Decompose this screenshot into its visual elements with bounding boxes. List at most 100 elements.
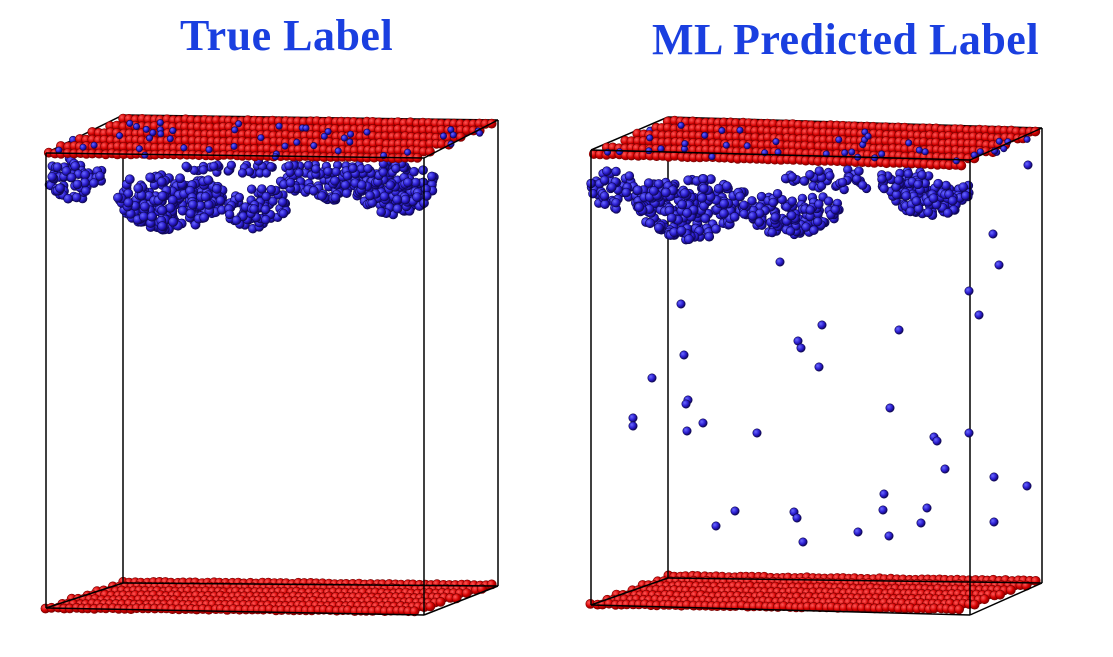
- blue-atom: [157, 205, 168, 216]
- blue-atom: [268, 196, 278, 206]
- blue-atom: [277, 197, 288, 207]
- blue-atom: [157, 191, 168, 201]
- blue-atom: [308, 186, 319, 196]
- blue-atom: [646, 134, 654, 142]
- red-atom: [409, 606, 420, 617]
- blue-atom: [879, 183, 889, 194]
- blue-atom: [346, 138, 354, 146]
- blue-atom: [885, 403, 895, 413]
- blue-atom: [923, 207, 934, 218]
- blue-atom: [142, 125, 150, 133]
- blue-atom: [330, 192, 341, 203]
- blue-atom: [285, 177, 296, 188]
- blue-atom: [964, 428, 974, 438]
- blue-atom: [334, 147, 342, 155]
- blue-atom: [1022, 481, 1032, 491]
- blue-atom: [231, 215, 242, 225]
- blue-atom: [611, 166, 621, 177]
- blue-atom: [400, 194, 411, 205]
- blue-atom: [699, 183, 709, 194]
- blue-atom: [752, 428, 762, 438]
- blue-atom: [340, 134, 348, 142]
- blue-atom: [235, 120, 243, 128]
- blue-atom: [739, 200, 749, 210]
- blue-atom: [647, 373, 657, 383]
- blue-atom: [677, 199, 688, 210]
- blue-atom: [974, 310, 984, 320]
- blue-atom: [841, 149, 849, 157]
- top-atom-layer: [588, 115, 1041, 171]
- blue-atom: [905, 206, 916, 217]
- blue-atom: [916, 518, 926, 528]
- blue-atom: [1023, 160, 1033, 170]
- blue-atom: [89, 178, 99, 188]
- blue-atom: [205, 146, 213, 154]
- blue-atom: [683, 175, 694, 186]
- true-label-box-view: [40, 113, 499, 617]
- red-atom: [995, 589, 1005, 600]
- blue-atom: [932, 436, 942, 446]
- blue-atom: [311, 164, 321, 174]
- blue-atom: [126, 119, 134, 127]
- blue-atom: [848, 148, 856, 156]
- blue-atom: [894, 325, 904, 335]
- blue-atom: [181, 161, 191, 171]
- blue-atom: [708, 153, 716, 161]
- red-atom: [979, 594, 990, 605]
- blue-atom: [404, 148, 412, 156]
- bottom-atom-layer: [40, 576, 497, 617]
- blue-atom: [679, 188, 690, 199]
- blue-atom: [989, 517, 999, 527]
- blue-atom: [995, 137, 1003, 145]
- blue-atom: [632, 185, 643, 196]
- blue-atom: [615, 148, 623, 156]
- blue-atom: [922, 503, 932, 513]
- blue-atom: [676, 299, 686, 309]
- blue-atom: [713, 183, 724, 194]
- blue-atom: [224, 209, 235, 220]
- blue-atom: [903, 169, 913, 179]
- blue-atom: [917, 170, 927, 180]
- blue-atom: [942, 208, 953, 218]
- panel-title-true-label: True Label: [180, 11, 394, 60]
- blue-atom: [857, 180, 868, 190]
- blue-atom: [698, 173, 709, 184]
- panel-title-ml-predicted-label: ML Predicted Label: [652, 15, 1040, 64]
- blue-atom: [320, 132, 328, 140]
- blue-atom: [187, 199, 198, 210]
- blue-atom: [682, 426, 692, 436]
- blue-atom: [588, 189, 598, 199]
- blue-atom: [293, 138, 301, 146]
- blue-atom: [805, 205, 815, 215]
- blue-atom: [168, 216, 179, 227]
- blue-atom: [257, 184, 267, 194]
- blue-atom: [796, 343, 806, 353]
- blue-atom: [90, 141, 98, 149]
- blue-atom: [260, 204, 271, 215]
- blue-atom: [905, 139, 913, 147]
- blue-atom: [711, 521, 721, 531]
- blue-atom: [701, 131, 709, 139]
- blue-atom: [281, 142, 289, 150]
- blue-atom: [768, 197, 778, 208]
- blue-atom: [787, 196, 797, 206]
- blue-atom: [817, 320, 827, 330]
- blue-atom: [679, 350, 689, 360]
- blue-atom: [215, 195, 226, 206]
- blue-atom: [391, 164, 401, 174]
- blue-atom: [736, 126, 744, 134]
- blue-atom: [921, 148, 929, 156]
- blue-atom: [682, 208, 693, 218]
- blue-atom: [730, 506, 740, 516]
- blue-atom: [81, 186, 91, 196]
- blue-atom: [449, 131, 457, 139]
- blue-atom: [835, 136, 843, 144]
- blue-atom: [376, 207, 387, 217]
- blue-atom: [801, 222, 811, 232]
- blue-atom: [149, 129, 157, 137]
- blue-atom: [357, 180, 367, 190]
- blue-atom: [342, 171, 353, 181]
- blue-atom: [175, 173, 185, 184]
- blue-atom: [739, 209, 749, 219]
- blue-atom: [116, 132, 124, 140]
